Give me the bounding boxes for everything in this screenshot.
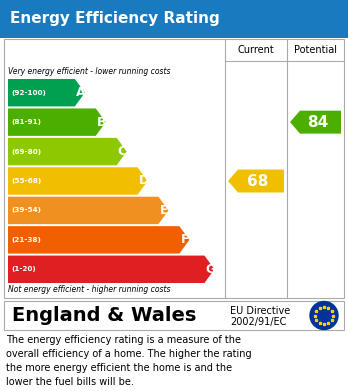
Polygon shape [228,170,284,192]
Text: (21-38): (21-38) [11,237,41,243]
Text: (69-80): (69-80) [11,149,41,154]
Polygon shape [8,256,214,283]
Polygon shape [8,197,168,224]
Text: A: A [76,86,86,99]
Text: C: C [118,145,127,158]
Polygon shape [8,108,106,136]
Polygon shape [8,167,148,195]
Text: 68: 68 [247,174,269,188]
Text: Not energy efficient - higher running costs: Not energy efficient - higher running co… [8,285,171,294]
Text: B: B [97,116,106,129]
Polygon shape [8,138,127,165]
Text: 2002/91/EC: 2002/91/EC [230,317,286,328]
Bar [4,301,344,330]
Text: England & Wales: England & Wales [12,306,196,325]
Polygon shape [290,111,341,134]
Text: Current: Current [238,45,274,55]
Text: (55-68): (55-68) [11,178,41,184]
Text: Energy Efficiency Rating: Energy Efficiency Rating [10,11,220,27]
Bar [4,39,344,298]
Polygon shape [8,226,189,254]
Text: F: F [180,233,189,246]
Text: EU Directive: EU Directive [230,305,290,316]
Text: Very energy efficient - lower running costs: Very energy efficient - lower running co… [8,66,171,75]
Circle shape [310,301,338,330]
Bar [0,0,348,38]
Polygon shape [8,79,85,106]
Text: (39-54): (39-54) [11,208,41,213]
Text: (81-91): (81-91) [11,119,41,125]
Text: (1-20): (1-20) [11,266,36,272]
Text: 84: 84 [307,115,328,130]
Text: G: G [205,263,216,276]
Text: E: E [159,204,168,217]
Text: (92-100): (92-100) [11,90,46,96]
Text: Potential: Potential [294,45,337,55]
Text: The energy efficiency rating is a measure of the
overall efficiency of a home. T: The energy efficiency rating is a measur… [6,335,252,387]
Text: D: D [139,174,149,188]
